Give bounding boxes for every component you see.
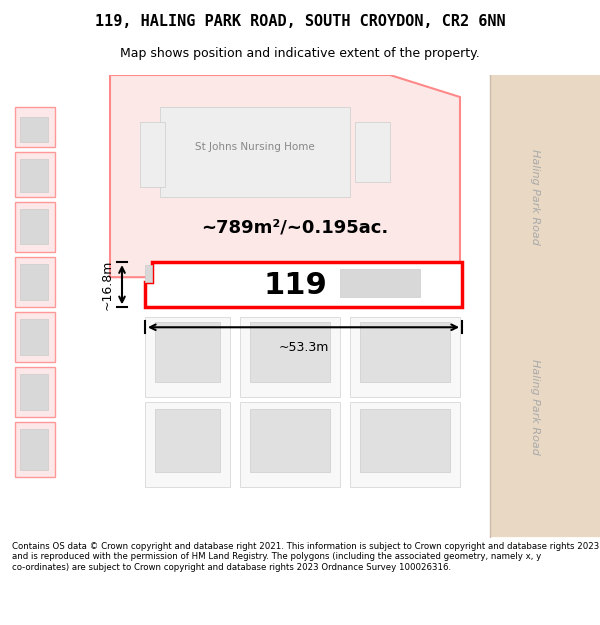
Text: 119: 119 [263,271,327,300]
Polygon shape [145,402,230,488]
Polygon shape [240,402,340,488]
Polygon shape [250,322,330,382]
Polygon shape [20,319,48,355]
Polygon shape [15,258,55,308]
Polygon shape [145,262,462,308]
Polygon shape [250,409,330,472]
Text: Contains OS data © Crown copyright and database right 2021. This information is : Contains OS data © Crown copyright and d… [12,542,599,572]
Polygon shape [15,368,55,418]
Polygon shape [15,202,55,252]
Polygon shape [140,122,165,187]
Polygon shape [350,402,460,488]
Polygon shape [240,318,340,398]
Polygon shape [20,209,48,244]
Polygon shape [350,318,460,398]
Text: Map shows position and indicative extent of the property.: Map shows position and indicative extent… [120,48,480,61]
Polygon shape [355,122,390,182]
Polygon shape [20,159,48,192]
Polygon shape [15,422,55,478]
Polygon shape [360,409,450,472]
Polygon shape [340,269,420,298]
Text: ~16.8m: ~16.8m [101,259,114,310]
Polygon shape [15,152,55,197]
Polygon shape [20,264,48,300]
Text: Haling Park Road: Haling Park Road [530,359,540,455]
Polygon shape [155,322,220,382]
Polygon shape [20,117,48,142]
Text: ~53.3m: ~53.3m [278,341,329,354]
Polygon shape [160,107,350,197]
Text: St Johns Nursing Home: St Johns Nursing Home [195,142,315,152]
Polygon shape [20,429,48,471]
Text: ~789m²/~0.195ac.: ~789m²/~0.195ac. [202,218,389,236]
Polygon shape [15,312,55,362]
Polygon shape [145,265,152,282]
Polygon shape [110,75,460,278]
Polygon shape [155,409,220,472]
Text: 119, HALING PARK ROAD, SOUTH CROYDON, CR2 6NN: 119, HALING PARK ROAD, SOUTH CROYDON, CR… [95,14,505,29]
Polygon shape [360,322,450,382]
Polygon shape [145,318,230,398]
Polygon shape [15,107,55,147]
Text: Haling Park Road: Haling Park Road [530,149,540,245]
Polygon shape [20,374,48,411]
Bar [490,75,600,538]
